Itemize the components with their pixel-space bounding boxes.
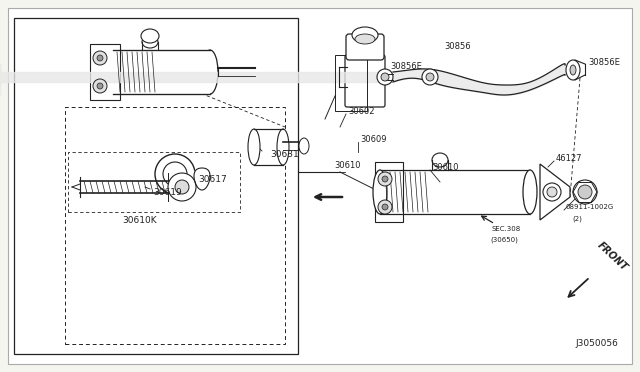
Ellipse shape — [573, 180, 597, 204]
Ellipse shape — [142, 36, 158, 48]
Text: 30610: 30610 — [334, 160, 360, 170]
Text: 30617: 30617 — [198, 174, 227, 183]
Ellipse shape — [168, 173, 196, 201]
Bar — [14, 18, 298, 354]
Ellipse shape — [202, 50, 218, 94]
Bar — [65, 107, 285, 344]
Ellipse shape — [523, 170, 537, 214]
Text: 30619: 30619 — [153, 187, 182, 196]
Text: 08911-1002G: 08911-1002G — [566, 204, 614, 210]
Ellipse shape — [422, 69, 438, 85]
Ellipse shape — [547, 187, 557, 197]
Ellipse shape — [381, 73, 389, 81]
Text: 30856E: 30856E — [588, 58, 620, 67]
Ellipse shape — [377, 69, 393, 85]
Bar — [254, 129, 283, 165]
Ellipse shape — [175, 180, 189, 194]
Text: 30856: 30856 — [444, 42, 470, 51]
Ellipse shape — [105, 50, 121, 94]
Text: SEC.308: SEC.308 — [492, 226, 521, 232]
Ellipse shape — [382, 176, 388, 182]
FancyBboxPatch shape — [113, 50, 210, 94]
Bar — [375, 162, 403, 222]
Text: FRONT: FRONT — [595, 240, 629, 273]
Ellipse shape — [426, 73, 434, 81]
Bar — [90, 44, 120, 100]
Ellipse shape — [578, 185, 592, 199]
Ellipse shape — [277, 129, 289, 165]
Bar — [68, 152, 240, 212]
Ellipse shape — [155, 154, 195, 194]
Ellipse shape — [163, 162, 187, 186]
Text: (30650): (30650) — [490, 237, 518, 243]
Ellipse shape — [543, 183, 561, 201]
Text: 30610: 30610 — [432, 163, 458, 171]
Ellipse shape — [566, 60, 580, 80]
Text: 30602: 30602 — [348, 106, 374, 115]
Text: 30610K: 30610K — [123, 215, 157, 224]
Polygon shape — [194, 168, 210, 190]
Ellipse shape — [97, 55, 103, 61]
Ellipse shape — [382, 204, 388, 210]
Ellipse shape — [373, 170, 387, 214]
Ellipse shape — [352, 27, 378, 43]
Ellipse shape — [378, 200, 392, 214]
Ellipse shape — [93, 79, 107, 93]
Text: J3050056: J3050056 — [575, 340, 618, 349]
Ellipse shape — [93, 51, 107, 65]
Text: 30609: 30609 — [360, 135, 387, 144]
FancyBboxPatch shape — [345, 55, 385, 107]
Bar — [380, 170, 530, 214]
Ellipse shape — [570, 65, 576, 75]
Ellipse shape — [378, 172, 392, 186]
Text: 46127: 46127 — [556, 154, 582, 163]
Text: 30856E: 30856E — [390, 61, 422, 71]
Polygon shape — [540, 164, 570, 220]
Ellipse shape — [355, 34, 375, 44]
Ellipse shape — [432, 153, 448, 167]
Ellipse shape — [248, 129, 260, 165]
Ellipse shape — [141, 29, 159, 43]
Ellipse shape — [299, 138, 309, 154]
Text: (2): (2) — [572, 216, 582, 222]
Ellipse shape — [97, 83, 103, 89]
Bar — [335, 55, 367, 111]
FancyBboxPatch shape — [346, 34, 384, 60]
Text: 30631: 30631 — [270, 150, 299, 158]
